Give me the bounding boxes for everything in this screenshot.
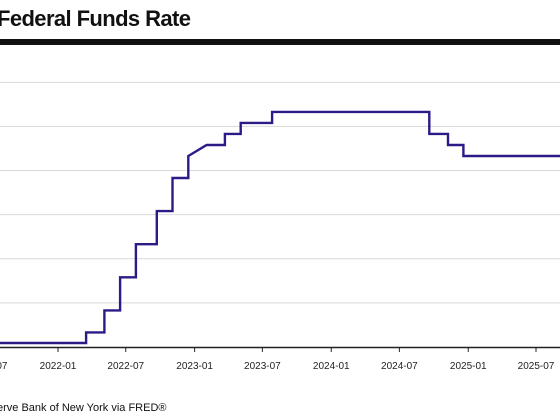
- chart-title: Federal Funds Rate: [0, 6, 191, 31]
- x-tick-label: 2023-01: [176, 361, 213, 372]
- series-line: [0, 110, 560, 345]
- x-tick-label: 2025-01: [450, 361, 487, 372]
- x-tick-labels: 2021-07 2022-01 2022-07 2023-01 2023-07 2024-…: [0, 347, 555, 372]
- x-tick-label: 2024-01: [313, 361, 350, 372]
- x-tick-label: 2025-07: [518, 361, 555, 372]
- x-tick-label: 2022-01: [40, 361, 77, 372]
- title-rule: [0, 39, 560, 45]
- source-note: erve Bank of New York via FRED®: [0, 402, 167, 414]
- x-tick-label: 2024-07: [381, 361, 418, 372]
- x-tick-label: 2023-07: [244, 361, 281, 372]
- series-layer: [0, 110, 560, 345]
- grid-lines: [0, 81, 560, 304]
- rate-chart: 2021-07 2022-01 2022-07 2023-01 2023-07 2024-…: [0, 81, 560, 372]
- x-tick-label: 2022-07: [107, 361, 144, 372]
- x-tick-label: 2021-07: [0, 361, 8, 372]
